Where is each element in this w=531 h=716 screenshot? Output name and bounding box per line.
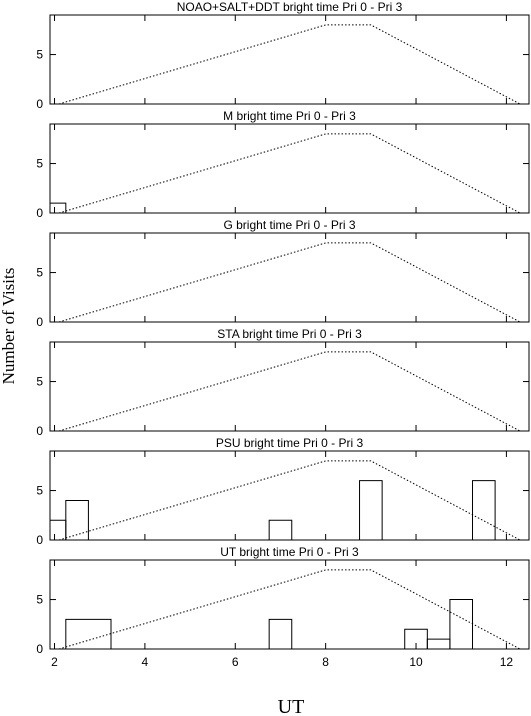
- x-tick-label: 4: [142, 655, 149, 669]
- x-tick-label: 10: [409, 655, 423, 669]
- panel-frame: [49, 232, 530, 323]
- histogram-bar: [65, 618, 112, 649]
- panel-frame: [49, 341, 530, 432]
- panel-title: STA bright time Pri 0 - Pri 3: [217, 327, 362, 341]
- histogram-panel: G bright time Pri 0 - Pri 3 0 5: [36, 218, 530, 329]
- y-axis-label: Number of Visits: [0, 268, 18, 385]
- x-tick-label: 6: [232, 655, 239, 669]
- panel-title: M bright time Pri 0 - Pri 3: [223, 109, 356, 123]
- histogram-panel: PSU bright time Pri 0 - Pri 3 0 5: [36, 436, 530, 547]
- histogram-panel: UT bright time Pri 0 - Pri 3 2 4 6 8 10 12 0 5: [36, 545, 530, 669]
- envelope-line: [58, 351, 521, 432]
- histogram-bar: [426, 638, 451, 649]
- y-tick-label: 5: [36, 593, 43, 607]
- x-axis-label: UT: [278, 696, 305, 716]
- panel-frame: [49, 14, 530, 105]
- panel-title: UT bright time Pri 0 - Pri 3: [220, 545, 359, 559]
- y-tick-label: 0: [36, 97, 43, 111]
- y-tick-label: 5: [36, 484, 43, 498]
- histogram-bar: [359, 480, 383, 540]
- y-tick-label: 5: [36, 157, 43, 171]
- histogram-panel: M bright time Pri 0 - Pri 3 0 5: [36, 109, 530, 220]
- y-tick-label: 0: [36, 315, 43, 329]
- envelope-line: [58, 133, 521, 214]
- panel-frame: [49, 450, 530, 541]
- y-tick-label: 0: [36, 642, 43, 656]
- histogram-panel: STA bright time Pri 0 - Pri 3 0 5: [36, 327, 530, 438]
- histogram-bar: [49, 202, 67, 213]
- panel-title: G bright time Pri 0 - Pri 3: [223, 218, 355, 232]
- envelope-line: [58, 569, 521, 650]
- histogram-panel: NOAO+SALT+DDT bright time Pri 0 - Pri 3 0…: [36, 0, 530, 111]
- histogram-bar: [268, 618, 293, 649]
- x-tick-label: 12: [500, 655, 514, 669]
- panel-title: NOAO+SALT+DDT bright time Pri 0 - Pri 3: [177, 0, 403, 14]
- y-tick-label: 5: [36, 375, 43, 389]
- panel-frame: [49, 123, 530, 214]
- histogram-bar: [472, 480, 496, 540]
- histogram-bar: [268, 519, 293, 540]
- histogram-bar: [65, 499, 89, 540]
- histogram-bar: [449, 599, 474, 649]
- panel-frame: [49, 559, 530, 650]
- envelope-line: [58, 460, 521, 541]
- envelope-line: [58, 242, 521, 323]
- y-tick-label: 5: [36, 48, 43, 62]
- x-tick-label: 2: [51, 655, 58, 669]
- y-tick-label: 0: [36, 206, 43, 220]
- panel-title: PSU bright time Pri 0 - Pri 3: [216, 436, 364, 450]
- envelope-line: [58, 24, 521, 105]
- y-tick-label: 0: [36, 424, 43, 438]
- y-tick-label: 5: [36, 266, 43, 280]
- histogram-bar: [49, 519, 67, 540]
- y-tick-label: 0: [36, 533, 43, 547]
- x-tick-label: 8: [322, 655, 329, 669]
